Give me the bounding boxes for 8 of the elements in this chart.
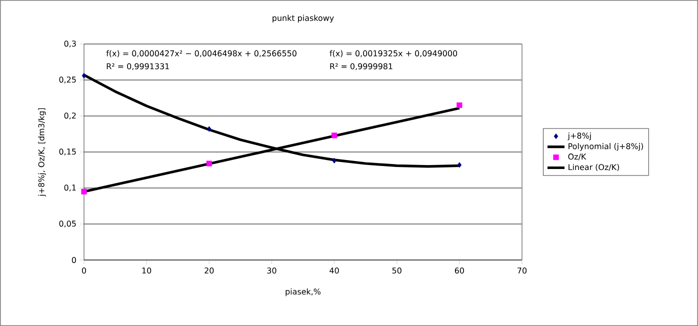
point [331,132,338,138]
point [332,158,336,164]
point [207,126,212,132]
point [206,160,212,166]
point [82,72,86,78]
point [457,162,462,168]
point [81,188,87,194]
point [456,102,462,108]
